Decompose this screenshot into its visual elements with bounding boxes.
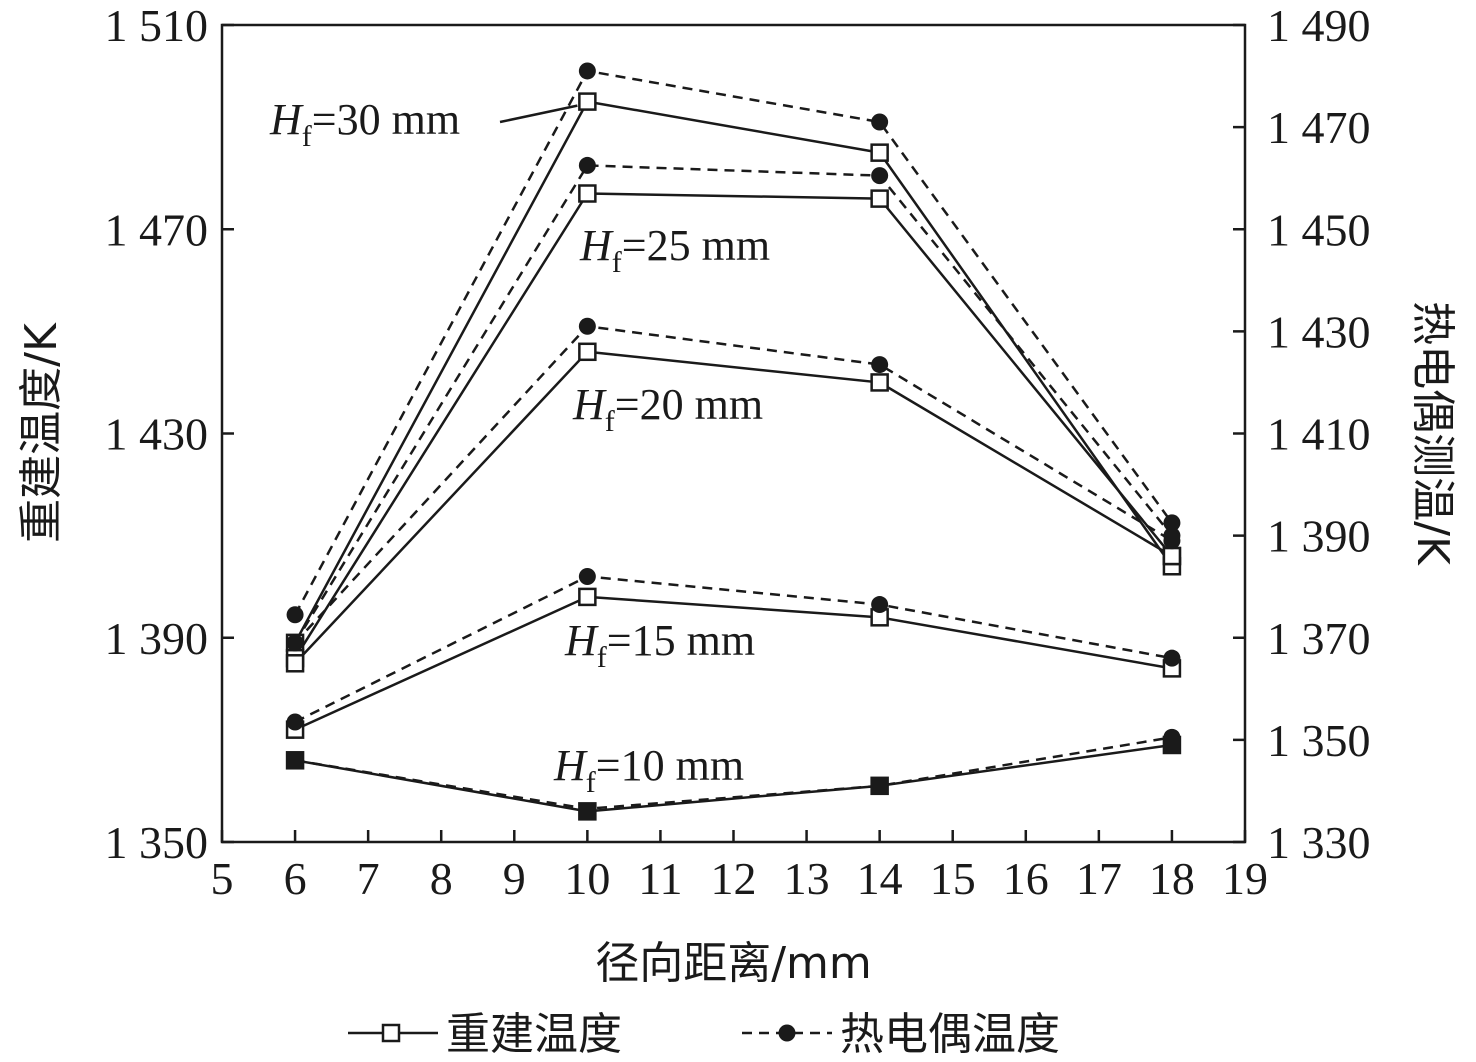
thermocouple-point: [1163, 649, 1181, 667]
thermocouple-point: [871, 356, 889, 374]
reconstructed-line: [294, 350, 1173, 665]
thermocouple-point: [1163, 532, 1181, 550]
legend: 重建温度 热电偶温度: [348, 1009, 1060, 1060]
y2-axis-title: 热电偶测温/K: [1407, 301, 1458, 566]
thermocouple-point: [578, 156, 596, 174]
reconstructed-point: [578, 342, 597, 362]
y2-tick-label: 1 410: [1267, 409, 1371, 460]
reconstructed-point: [578, 587, 597, 607]
x-tick-label: 11: [638, 853, 682, 904]
y2-tick-label: 1 370: [1267, 613, 1371, 664]
thermocouple-point: [286, 713, 304, 731]
thermocouple-point: [578, 62, 596, 80]
thermocouple-point: [578, 567, 596, 585]
curve-label: Hf=15 mm: [564, 616, 755, 674]
y2-tick-label: 1 350: [1267, 715, 1371, 766]
x-tick-label: 9: [503, 853, 526, 904]
y-tick-label: 1 390: [105, 613, 209, 664]
curve-label: Hf=25 mm: [579, 221, 770, 279]
legend-label-reconstructed: 重建温度: [446, 1009, 622, 1060]
thermocouple-point: [871, 596, 889, 614]
reconstructed-point: [1162, 546, 1182, 566]
reconstructed-point: [870, 143, 889, 162]
x-tick-label: 14: [857, 853, 903, 904]
y2-tick-label: 1 430: [1267, 306, 1371, 357]
axes-layer: 5 6 7 8 9 10 11 12 13 14 15 16 17 18 19 1 350 1 390 1 430…: [16, 0, 1458, 989]
thermocouple-line: [294, 736, 1173, 811]
y-tick-label: 1 510: [105, 0, 209, 51]
x-tick-label: 15: [930, 853, 976, 904]
x-tick-label: 13: [784, 853, 830, 904]
thermocouple-point: [286, 634, 304, 652]
x-tick-label: 8: [430, 853, 453, 904]
thermocouple-line: [294, 575, 1173, 724]
markers-layer: [285, 62, 1182, 821]
x-tick-label: 18: [1149, 853, 1195, 904]
series-lines-layer: [293, 69, 1173, 813]
thermocouple-line: [293, 69, 1173, 616]
annotation-leader-line: [499, 104, 578, 124]
reconstructed-line: [294, 192, 1173, 659]
y-axis-title: 重建温度/K: [16, 322, 67, 543]
thermocouple-point: [1163, 514, 1181, 532]
reconstructed-point: [285, 751, 305, 770]
curve-label: Hf=30 mm: [269, 95, 460, 153]
y2-tick-label: 1 390: [1267, 511, 1371, 562]
y-tick-label: 1 430: [105, 409, 209, 460]
x-axis-title: 径向距离/mm: [595, 938, 872, 989]
thermocouple-line: [294, 164, 1173, 644]
reconstructed-point: [578, 184, 597, 203]
reconstructed-point: [285, 654, 305, 673]
x-tick-label: 19: [1222, 853, 1268, 904]
reconstructed-point: [578, 802, 597, 821]
thermocouple-point: [871, 167, 889, 185]
y-tick-label: 1 350: [105, 817, 209, 868]
legend-marker-circle: [778, 1024, 796, 1042]
reconstructed-point: [870, 189, 889, 208]
reconstructed-point: [870, 776, 889, 796]
reconstructed-point: [870, 373, 889, 392]
thermocouple-point: [286, 606, 304, 624]
x-tick-label: 17: [1076, 853, 1122, 904]
y2-tick-label: 1 470: [1267, 102, 1371, 153]
thermocouple-line: [294, 325, 1173, 644]
x-tick-label: 16: [1003, 853, 1049, 904]
thermocouple-point: [1163, 728, 1181, 746]
reconstructed-line: [294, 743, 1173, 813]
x-tick-label: 12: [711, 853, 757, 904]
curve-label: Hf=10 mm: [553, 741, 744, 799]
y2-tick-label: 1 330: [1267, 817, 1371, 868]
x-tick-label: 10: [564, 853, 610, 904]
y2-tick-label: 1 490: [1267, 0, 1371, 51]
y2-tick-label: 1 450: [1267, 204, 1371, 255]
reconstructed-line: [294, 595, 1173, 731]
reconstructed-line: [293, 100, 1173, 644]
annotation-layer: Hf=30 mm Hf=25 mm Hf=20 mm Hf=15 mm Hf=10 mm: [269, 95, 770, 799]
legend-label-thermocouple: 热电偶温度: [840, 1009, 1060, 1060]
x-tick-label: 7: [357, 853, 380, 904]
plot-frame: [220, 23, 1247, 844]
thermocouple-point: [578, 317, 596, 335]
y-tick-label: 1 470: [105, 204, 209, 255]
curve-label: Hf=20 mm: [572, 380, 763, 438]
thermocouple-point: [871, 113, 889, 131]
x-tick-label: 6: [284, 853, 307, 904]
reconstructed-point: [578, 92, 597, 111]
x-tick-label: 5: [211, 853, 234, 904]
legend-marker-square: [381, 1023, 401, 1043]
